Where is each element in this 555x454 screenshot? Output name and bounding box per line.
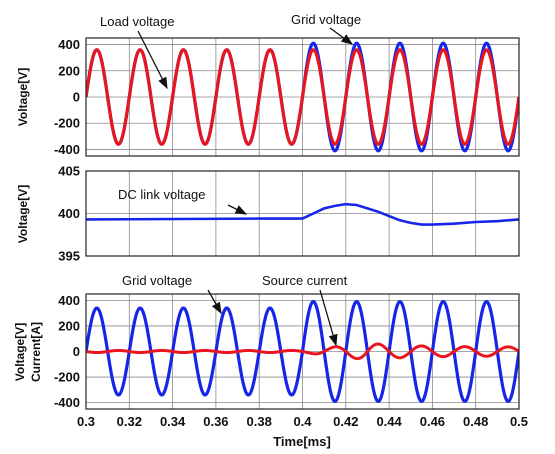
annotation-dc-link-voltage: DC link voltage xyxy=(118,187,205,202)
panel2-ylabel: Voltage[V] xyxy=(16,185,30,243)
x-tick-label: 0.4 xyxy=(293,414,312,429)
y-tick-label: -400 xyxy=(54,142,80,157)
y-tick-label: -200 xyxy=(54,370,80,385)
annotation-source-current-arrow xyxy=(319,289,338,347)
x-tick-label: 0.3 xyxy=(77,414,95,429)
panel-dc-link-voltage: 405 400 395 Voltage[V] DC link voltage xyxy=(16,164,520,264)
x-tick-label: 0.38 xyxy=(247,414,272,429)
panel2-frame xyxy=(85,170,520,257)
panel1-y-ticks: 400 200 0 -200 -400 xyxy=(54,37,80,157)
panel3-ylabel-voltage: Voltage[V] xyxy=(13,323,27,381)
y-tick-label: 400 xyxy=(58,293,80,308)
series-load-voltage-line xyxy=(86,48,519,146)
annotation-dc-link-voltage-arrow xyxy=(227,204,248,215)
panel3-y-ticks: 400 200 0 -200 -400 xyxy=(54,293,80,410)
x-tick-label: 0.32 xyxy=(117,414,142,429)
y-tick-label: 200 xyxy=(58,63,80,78)
annotation-grid-voltage-top: Grid voltage xyxy=(291,12,361,27)
x-tick-label: 0.5 xyxy=(510,414,528,429)
annotation-grid-voltage-top-arrow xyxy=(329,27,354,45)
panel2-y-ticks: 405 400 395 xyxy=(58,164,80,264)
series-source-current-line xyxy=(86,342,519,361)
y-tick-label: 405 xyxy=(58,164,80,179)
x-tick-label: 0.44 xyxy=(376,414,402,429)
y-tick-label: 0 xyxy=(73,90,80,105)
panel1-ylabel: Voltage[V] xyxy=(16,68,30,126)
x-tick-label: 0.34 xyxy=(160,414,186,429)
annotation-source-current: Source current xyxy=(262,273,348,288)
panel3-grid xyxy=(86,294,519,409)
y-tick-label: -200 xyxy=(54,116,80,131)
annotation-grid-voltage-bottom-arrow xyxy=(207,289,222,315)
x-tick-label: 0.36 xyxy=(203,414,228,429)
y-tick-label: 0 xyxy=(73,344,80,359)
y-tick-label: -400 xyxy=(54,395,80,410)
series-dc-link-voltage-line xyxy=(86,202,519,226)
y-tick-label: 200 xyxy=(58,318,80,333)
y-tick-label: 400 xyxy=(58,37,80,52)
panel2-grid xyxy=(86,171,519,256)
x-tick-label: 0.48 xyxy=(463,414,488,429)
panel1-frame xyxy=(85,37,520,157)
panel3-ylabel-current: Current[A] xyxy=(29,322,43,382)
annotation-grid-voltage-bottom: Grid voltage xyxy=(122,273,192,288)
panel3-frame xyxy=(85,293,520,410)
panel3-x-ticks: 0.3 0.32 0.34 0.36 0.38 0.4 0.42 0.44 0.46 0.48 0.… xyxy=(77,414,528,429)
y-tick-label: 400 xyxy=(58,206,80,221)
y-tick-label: 395 xyxy=(58,249,80,264)
x-axis-label: Time[ms] xyxy=(273,434,331,449)
x-tick-label: 0.46 xyxy=(420,414,445,429)
annotation-load-voltage-arrow xyxy=(137,30,168,90)
x-tick-label: 0.42 xyxy=(333,414,358,429)
annotation-load-voltage: Load voltage xyxy=(100,14,174,29)
